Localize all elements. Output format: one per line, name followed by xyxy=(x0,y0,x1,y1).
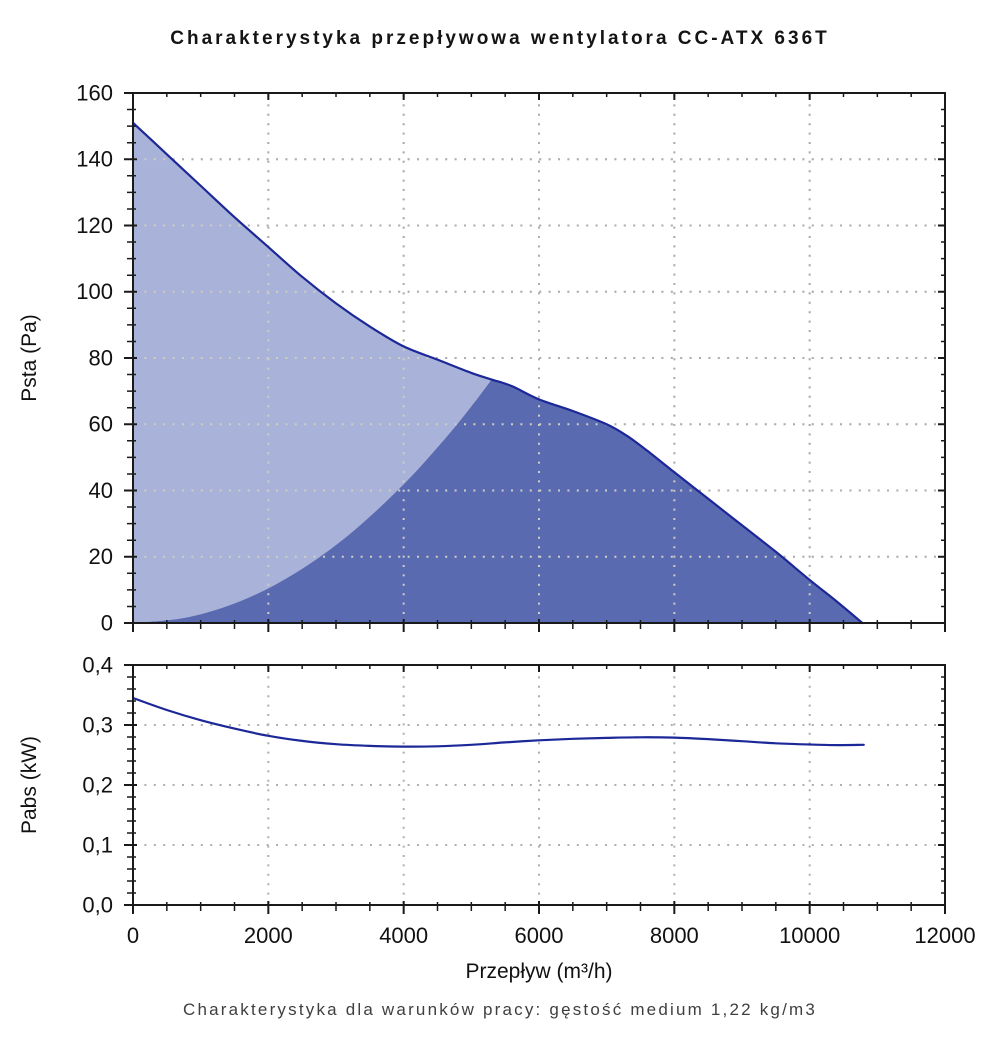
y-tick-label: 0,2 xyxy=(82,772,113,797)
axis-major-ticks xyxy=(124,92,946,632)
fan-curve xyxy=(131,121,864,625)
y-tick-label: 160 xyxy=(76,80,113,105)
y-tick-label: 120 xyxy=(76,213,113,238)
grid-dots xyxy=(135,95,943,621)
pabs-axis-label: Pabs (kW) xyxy=(18,736,41,834)
flow-axis-label: Przepływ (m³/h) xyxy=(465,960,612,983)
y-tick-label: 60 xyxy=(89,412,113,437)
subplot-psta: 0 20 40 60 80 100 120 140 160 Psta (Pa) xyxy=(18,80,946,635)
axis-major-ticks xyxy=(124,664,946,914)
y-tick-label: 40 xyxy=(89,478,113,503)
subplot-pabs: 0,0 0,1 0,2 0,3 0,4 0 2000 4000 6000 8000 10000 120… xyxy=(18,652,976,983)
x-tick-label: 4000 xyxy=(379,923,428,948)
grid-dots xyxy=(135,667,943,903)
tick-labels: 0,0 0,1 0,2 0,3 0,4 0 2000 4000 6000 8000 10000 120… xyxy=(82,652,975,948)
x-tick-label: 0 xyxy=(127,923,139,948)
y-tick-label: 0,1 xyxy=(82,832,113,857)
axis-minor-ticks xyxy=(127,93,945,629)
y-tick-label: 20 xyxy=(89,544,113,569)
page-title: Charakterystyka przepływowa wentylatora … xyxy=(170,28,830,49)
y-tick-label: 80 xyxy=(89,345,113,370)
y-tick-label: 0,3 xyxy=(82,712,113,737)
x-tick-label: 10000 xyxy=(779,923,840,948)
tick-labels: 0 20 40 60 80 100 120 140 160 xyxy=(76,80,113,635)
pabs-curve xyxy=(131,696,865,748)
y-tick-label: 140 xyxy=(76,147,113,172)
y-tick-label: 100 xyxy=(76,279,113,304)
x-tick-label: 2000 xyxy=(244,923,293,948)
operating-conditions-caption: Charakterystyka dla warunków pracy: gęst… xyxy=(182,1000,818,1019)
axis-minor-ticks xyxy=(127,665,945,911)
psta-axis-label: Psta (Pa) xyxy=(18,314,41,402)
x-tick-label: 12000 xyxy=(914,923,975,948)
y-tick-label: 0,0 xyxy=(82,892,113,917)
y-tick-label: 0 xyxy=(101,610,113,635)
y-tick-label: 0,4 xyxy=(82,652,113,677)
x-tick-label: 8000 xyxy=(650,923,699,948)
x-tick-label: 6000 xyxy=(515,923,564,948)
operating-area-light xyxy=(133,122,492,623)
operating-area-dark xyxy=(133,379,863,623)
